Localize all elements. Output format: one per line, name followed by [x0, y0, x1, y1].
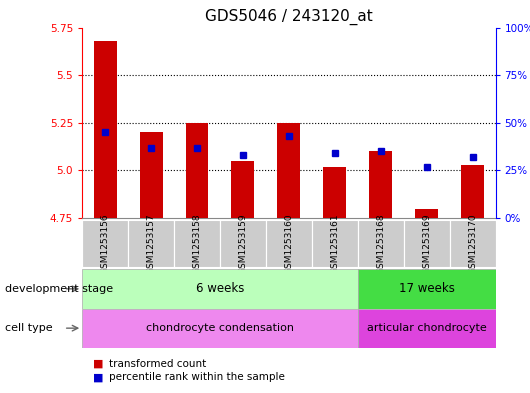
Bar — [449, 220, 496, 267]
Text: 6 weeks: 6 weeks — [196, 282, 244, 296]
Bar — [358, 220, 404, 267]
Bar — [277, 123, 301, 218]
Text: GSM1253158: GSM1253158 — [192, 213, 201, 274]
Bar — [323, 167, 346, 218]
Text: GSM1253157: GSM1253157 — [147, 213, 155, 274]
Text: transformed count: transformed count — [109, 358, 206, 369]
Bar — [415, 209, 438, 218]
Bar — [461, 165, 484, 218]
Text: cell type: cell type — [5, 323, 53, 333]
Text: percentile rank within the sample: percentile rank within the sample — [109, 372, 285, 382]
Bar — [82, 220, 128, 267]
Bar — [358, 269, 496, 309]
Text: ■: ■ — [93, 358, 103, 369]
Text: chondrocyte condensation: chondrocyte condensation — [146, 323, 294, 333]
Bar — [128, 220, 174, 267]
Bar — [94, 41, 117, 218]
Bar — [174, 220, 220, 267]
Bar — [358, 309, 496, 348]
Text: GSM1253159: GSM1253159 — [238, 213, 248, 274]
Bar — [266, 220, 312, 267]
Bar — [404, 220, 449, 267]
Bar — [82, 309, 358, 348]
Text: GSM1253169: GSM1253169 — [422, 213, 431, 274]
Text: GSM1253168: GSM1253168 — [376, 213, 385, 274]
Bar — [139, 132, 163, 218]
Text: GSM1253160: GSM1253160 — [285, 213, 293, 274]
Text: GSM1253161: GSM1253161 — [330, 213, 339, 274]
Bar — [186, 123, 208, 218]
Text: GSM1253170: GSM1253170 — [468, 213, 477, 274]
Title: GDS5046 / 243120_at: GDS5046 / 243120_at — [205, 9, 373, 25]
Text: development stage: development stage — [5, 284, 113, 294]
Bar — [312, 220, 358, 267]
Text: 17 weeks: 17 weeks — [399, 282, 455, 296]
Bar — [369, 151, 392, 218]
Text: GSM1253156: GSM1253156 — [101, 213, 110, 274]
Bar — [232, 161, 254, 218]
Bar — [220, 220, 266, 267]
Text: ■: ■ — [93, 372, 103, 382]
Text: articular chondrocyte: articular chondrocyte — [367, 323, 487, 333]
Bar — [82, 269, 358, 309]
